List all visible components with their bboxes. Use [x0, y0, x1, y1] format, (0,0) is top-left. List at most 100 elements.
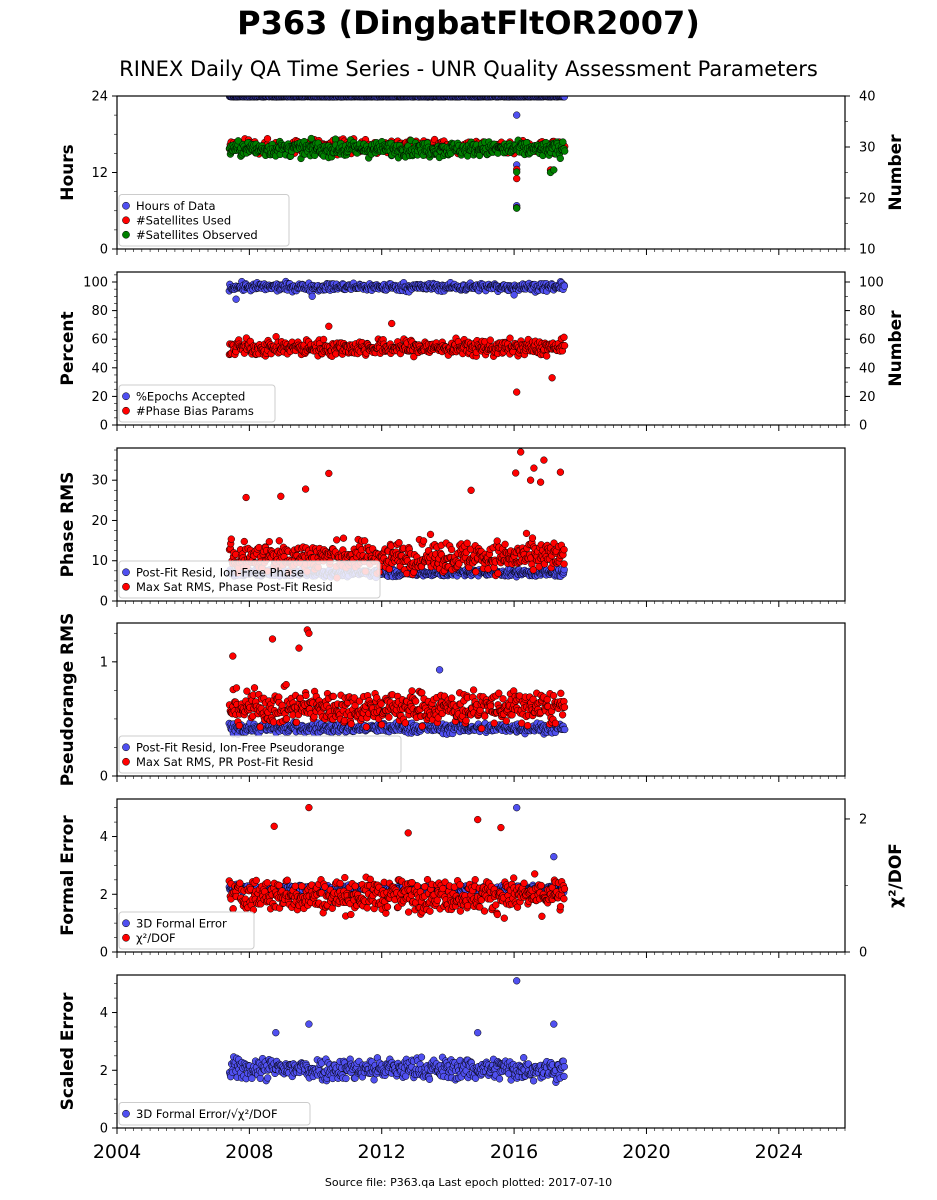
data-point	[560, 96, 569, 101]
data-point	[282, 680, 290, 689]
data-point	[513, 111, 521, 119]
data-point	[325, 322, 333, 330]
y-tick-label: 0	[100, 595, 108, 610]
data-point	[347, 720, 355, 728]
legend-marker	[122, 201, 130, 210]
data-point	[517, 448, 525, 456]
data-point	[510, 291, 518, 299]
data-point	[242, 493, 250, 502]
data-point	[560, 341, 569, 350]
data-point	[455, 560, 463, 568]
data-point	[329, 692, 338, 701]
y-right-tick-label: 30	[859, 141, 876, 156]
series-percent-0	[225, 277, 569, 303]
data-point	[513, 204, 521, 212]
y-tick-label: 100	[83, 276, 108, 291]
data-point	[526, 476, 535, 484]
legend-marker	[122, 392, 130, 401]
legend: Hours of Data#Satellites Used#Satellites…	[118, 194, 290, 247]
data-point	[419, 537, 428, 545]
data-point	[426, 530, 435, 539]
data-point	[387, 542, 395, 550]
data-point	[263, 135, 272, 143]
y-tick-label: 30	[91, 474, 108, 489]
data-point	[362, 723, 371, 731]
chart-subtitle: RINEX Daily QA Time Series - UNR Quality…	[119, 57, 818, 81]
data-point	[513, 174, 521, 183]
data-point	[308, 292, 316, 300]
legend-label: Hours of Data	[136, 199, 216, 213]
y-right-tick-label: 10	[859, 243, 876, 258]
legend-label: %Epochs Accepted	[136, 389, 245, 403]
legend-label: Max Sat RMS, Phase Post-Fit Resid	[136, 580, 333, 594]
data-point	[513, 388, 521, 396]
y-right-tick-label: 40	[859, 361, 876, 376]
series-hours-2	[225, 134, 569, 212]
data-point	[548, 374, 556, 382]
data-point	[385, 713, 393, 721]
data-point	[401, 719, 409, 727]
y-tick-label: 0	[100, 419, 108, 434]
data-point	[550, 166, 558, 174]
data-point	[408, 687, 416, 695]
data-point	[528, 534, 537, 542]
y-right-axis-label: Number	[886, 134, 906, 211]
y-axis-label: Phase RMS	[58, 472, 78, 578]
legend: %Epochs Accepted#Phase Bias Params	[118, 384, 276, 423]
data-point	[265, 538, 273, 546]
data-point	[448, 694, 456, 702]
data-point	[270, 718, 278, 726]
data-point	[412, 697, 420, 705]
y-tick-label: 60	[91, 333, 108, 348]
data-point	[540, 456, 548, 464]
data-point	[250, 684, 259, 692]
panel-percent: 020406080100020406080100NumberPercent%Ep…	[58, 271, 906, 434]
data-point	[235, 721, 244, 730]
data-point	[232, 295, 240, 303]
legend-label: #Satellites Observed	[136, 228, 258, 242]
data-point	[275, 537, 283, 545]
y-axis-label: Percent	[58, 311, 78, 385]
data-point	[256, 723, 264, 731]
y-right-tick-label: 0	[859, 419, 867, 434]
data-point	[385, 565, 393, 573]
data-point	[410, 353, 418, 361]
data-point	[234, 137, 242, 145]
y-tick-label: 10	[91, 554, 108, 569]
series-pseudorange-1	[225, 626, 569, 733]
y-right-tick-label: 100	[859, 276, 884, 291]
y-tick-label: 40	[91, 361, 108, 376]
data-point	[560, 560, 568, 568]
data-point	[307, 134, 315, 143]
data-point	[536, 478, 545, 486]
legend-marker	[122, 406, 130, 415]
data-point	[301, 485, 310, 493]
data-point	[325, 469, 333, 478]
data-point	[559, 138, 567, 146]
data-point	[227, 535, 235, 543]
legend-marker	[122, 582, 130, 591]
y-tick-label: 20	[91, 390, 108, 405]
y-right-tick-label: 80	[859, 304, 876, 319]
chart-title: P363 (DingbatFltOR2007)	[237, 4, 700, 42]
data-point	[462, 717, 470, 725]
data-point	[561, 147, 569, 155]
data-point	[378, 721, 386, 729]
legend-label: Post-Fit Resid, Ion-Free Phase	[136, 565, 304, 579]
legend-box	[118, 194, 290, 247]
data-point	[560, 282, 569, 290]
data-point	[493, 537, 501, 545]
data-point	[561, 725, 569, 734]
data-point	[302, 691, 310, 700]
y-axis-label: Hours	[58, 144, 78, 201]
data-point	[560, 546, 568, 554]
data-point	[469, 686, 478, 694]
data-point	[494, 569, 502, 577]
data-point	[395, 539, 403, 547]
series-pseudorange-0	[225, 666, 569, 738]
data-point	[463, 539, 471, 547]
data-point	[232, 684, 241, 692]
